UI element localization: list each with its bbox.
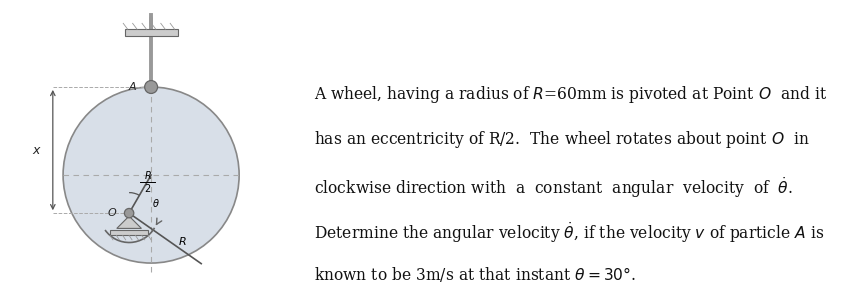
FancyBboxPatch shape [125, 29, 178, 36]
Text: $R$: $R$ [143, 169, 151, 181]
Text: $\theta$: $\theta$ [152, 197, 160, 209]
Circle shape [145, 80, 158, 93]
Text: $A$: $A$ [129, 80, 138, 91]
Text: $x$: $x$ [32, 144, 41, 157]
Text: Determine the angular velocity $\dot{\theta}$, if the velocity $v$ of particle $: Determine the angular velocity $\dot{\th… [314, 220, 824, 245]
Text: $R$: $R$ [179, 235, 187, 247]
Circle shape [124, 208, 134, 218]
Bar [110, 230, 148, 235]
Polygon shape [117, 216, 142, 228]
Text: known to be 3m/s at that instant $\theta = 30°$.: known to be 3m/s at that instant $\theta… [314, 265, 636, 284]
Text: A wheel, having a radius of $R$=60mm is pivoted at Point $O$  and it: A wheel, having a radius of $R$=60mm is … [314, 84, 827, 105]
Text: has an eccentricity of R/2.  The wheel rotates about point $O$  in: has an eccentricity of R/2. The wheel ro… [314, 129, 809, 151]
Text: clockwise direction with  a  constant  angular  velocity  of  $\dot{\theta}$.: clockwise direction with a constant angu… [314, 175, 792, 200]
Text: $O$: $O$ [107, 206, 117, 218]
Circle shape [63, 87, 239, 263]
Text: 2: 2 [144, 184, 150, 194]
